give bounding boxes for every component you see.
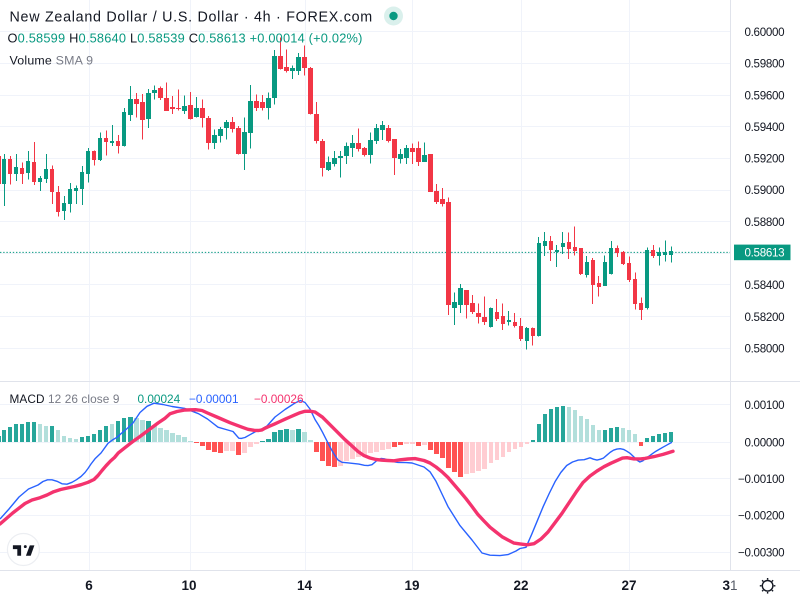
svg-text:6: 6 (85, 578, 93, 593)
svg-text:0.58000: 0.58000 (744, 342, 784, 355)
svg-text:1: 1 (730, 578, 738, 593)
svg-text:0.60000: 0.60000 (744, 26, 784, 39)
svg-text:0.59000: 0.59000 (744, 184, 784, 197)
svg-text:0.58613: 0.58613 (744, 247, 784, 260)
svg-text:0.59600: 0.59600 (744, 89, 784, 102)
svg-text:22: 22 (513, 578, 528, 593)
svg-text:0.58400: 0.58400 (744, 279, 784, 292)
svg-text:0.58800: 0.58800 (744, 216, 784, 229)
svg-text:Volume SMA 9: Volume SMA 9 (10, 54, 94, 68)
svg-text:27: 27 (621, 578, 636, 593)
svg-text:0.58200: 0.58200 (744, 311, 784, 324)
svg-text:−0.00001: −0.00001 (189, 392, 239, 406)
svg-text:New Zealand Dollar / U.S. Doll: New Zealand Dollar / U.S. Dollar · 4h · … (10, 10, 373, 26)
svg-text:0.59800: 0.59800 (744, 58, 784, 71)
svg-text:MACD 12 26 close 9: MACD 12 26 close 9 (10, 392, 120, 406)
svg-text:−0.00100: −0.00100 (738, 473, 784, 486)
svg-text:0.00024: 0.00024 (138, 392, 181, 406)
svg-text:−0.00300: −0.00300 (738, 547, 784, 560)
svg-text:0.00100: 0.00100 (744, 399, 784, 412)
svg-text:0.00000: 0.00000 (744, 437, 784, 450)
svg-text:19: 19 (404, 578, 419, 593)
svg-text:−0.00026: −0.00026 (254, 392, 304, 406)
svg-text:O0.58599 H0.58640 L0.58539 C0.: O0.58599 H0.58640 L0.58539 C0.58613 +0.0… (8, 31, 363, 46)
svg-text:−0.00200: −0.00200 (738, 510, 784, 523)
svg-text:0.59200: 0.59200 (744, 153, 784, 166)
svg-text:14: 14 (297, 578, 313, 593)
svg-text:3: 3 (723, 578, 731, 593)
svg-text:0.59400: 0.59400 (744, 121, 784, 134)
svg-text:10: 10 (181, 578, 196, 593)
